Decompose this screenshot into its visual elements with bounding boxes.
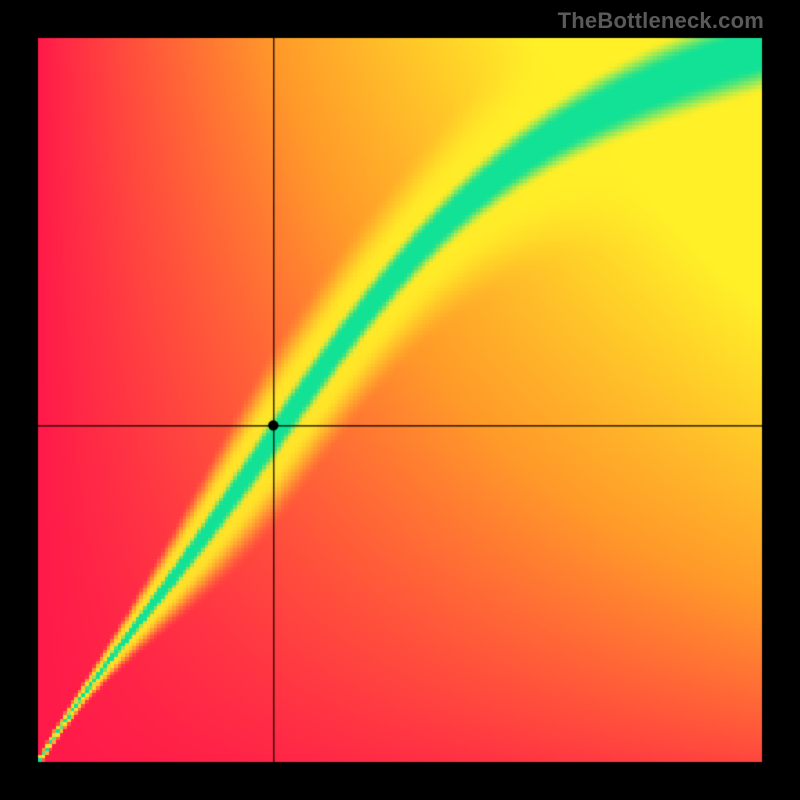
bottleneck-heatmap xyxy=(0,0,800,800)
chart-frame: TheBottleneck.com xyxy=(0,0,800,800)
watermark-label: TheBottleneck.com xyxy=(558,8,764,34)
